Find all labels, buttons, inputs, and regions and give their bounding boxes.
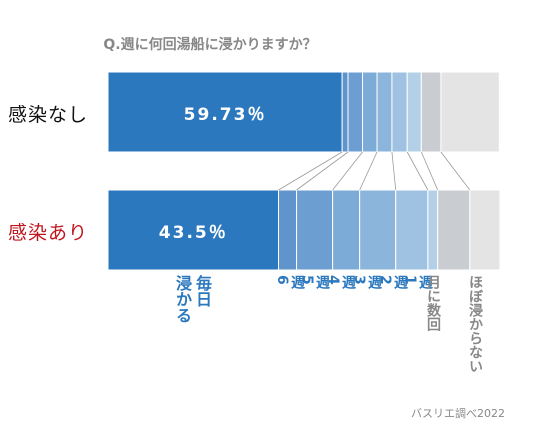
bar-segment-1-0 bbox=[107, 189, 280, 271]
bar-segment-0-3 bbox=[362, 71, 378, 153]
category-label-0: 毎日 浸かる bbox=[173, 275, 212, 323]
category-label-8: ほぼ浸からない bbox=[467, 275, 483, 373]
category-label-7: 月に数回 bbox=[425, 275, 441, 331]
connector-line-3 bbox=[332, 151, 363, 191]
bar-segment-1-7 bbox=[437, 189, 471, 271]
bar-segment-1-8 bbox=[469, 189, 501, 271]
bar-segment-0-6 bbox=[406, 71, 422, 153]
bar-segment-0-4 bbox=[376, 71, 393, 153]
bar-segment-1-3 bbox=[332, 189, 361, 271]
connector-line-5 bbox=[391, 151, 397, 191]
value-label-infection: 43.5％ bbox=[158, 223, 228, 243]
connector-line-1 bbox=[278, 151, 343, 191]
category-label-2: 週 5 bbox=[299, 275, 330, 289]
connector-line-4 bbox=[359, 151, 378, 191]
bar-segment-0-5 bbox=[391, 71, 408, 153]
category-label-5: 週 2 bbox=[377, 275, 408, 289]
bar-segment-1-6 bbox=[427, 189, 439, 271]
connector-line-8 bbox=[440, 151, 471, 191]
value-label-no-infection: 59.73％ bbox=[183, 105, 267, 125]
bar-segment-0-7 bbox=[420, 71, 442, 153]
bar-segment-0-8 bbox=[440, 71, 500, 153]
category-label-4: 週 3 bbox=[351, 275, 382, 289]
bar-segment-1-5 bbox=[395, 189, 429, 271]
source-credit: バスリエ調べ2022 bbox=[411, 407, 505, 420]
bar-segment-0-1 bbox=[341, 71, 349, 153]
row-label-infection: 感染あり bbox=[8, 222, 89, 244]
category-label-1: 週 6 bbox=[274, 275, 305, 289]
connector-line-6 bbox=[406, 151, 429, 191]
category-label-6: 週 1 bbox=[402, 275, 433, 289]
category-label-3: 週 4 bbox=[325, 275, 356, 289]
bar-segment-1-1 bbox=[278, 189, 298, 271]
bar-segment-1-2 bbox=[296, 189, 334, 271]
row-label-no-infection: 感染なし bbox=[8, 104, 89, 126]
connector-line-7 bbox=[420, 151, 439, 191]
chart-title: Q.週に何回湯船に浸かりますか？ bbox=[103, 37, 317, 53]
bar-segment-1-4 bbox=[359, 189, 397, 271]
bar-segment-0-2 bbox=[347, 71, 364, 153]
connector-line-2 bbox=[296, 151, 349, 191]
